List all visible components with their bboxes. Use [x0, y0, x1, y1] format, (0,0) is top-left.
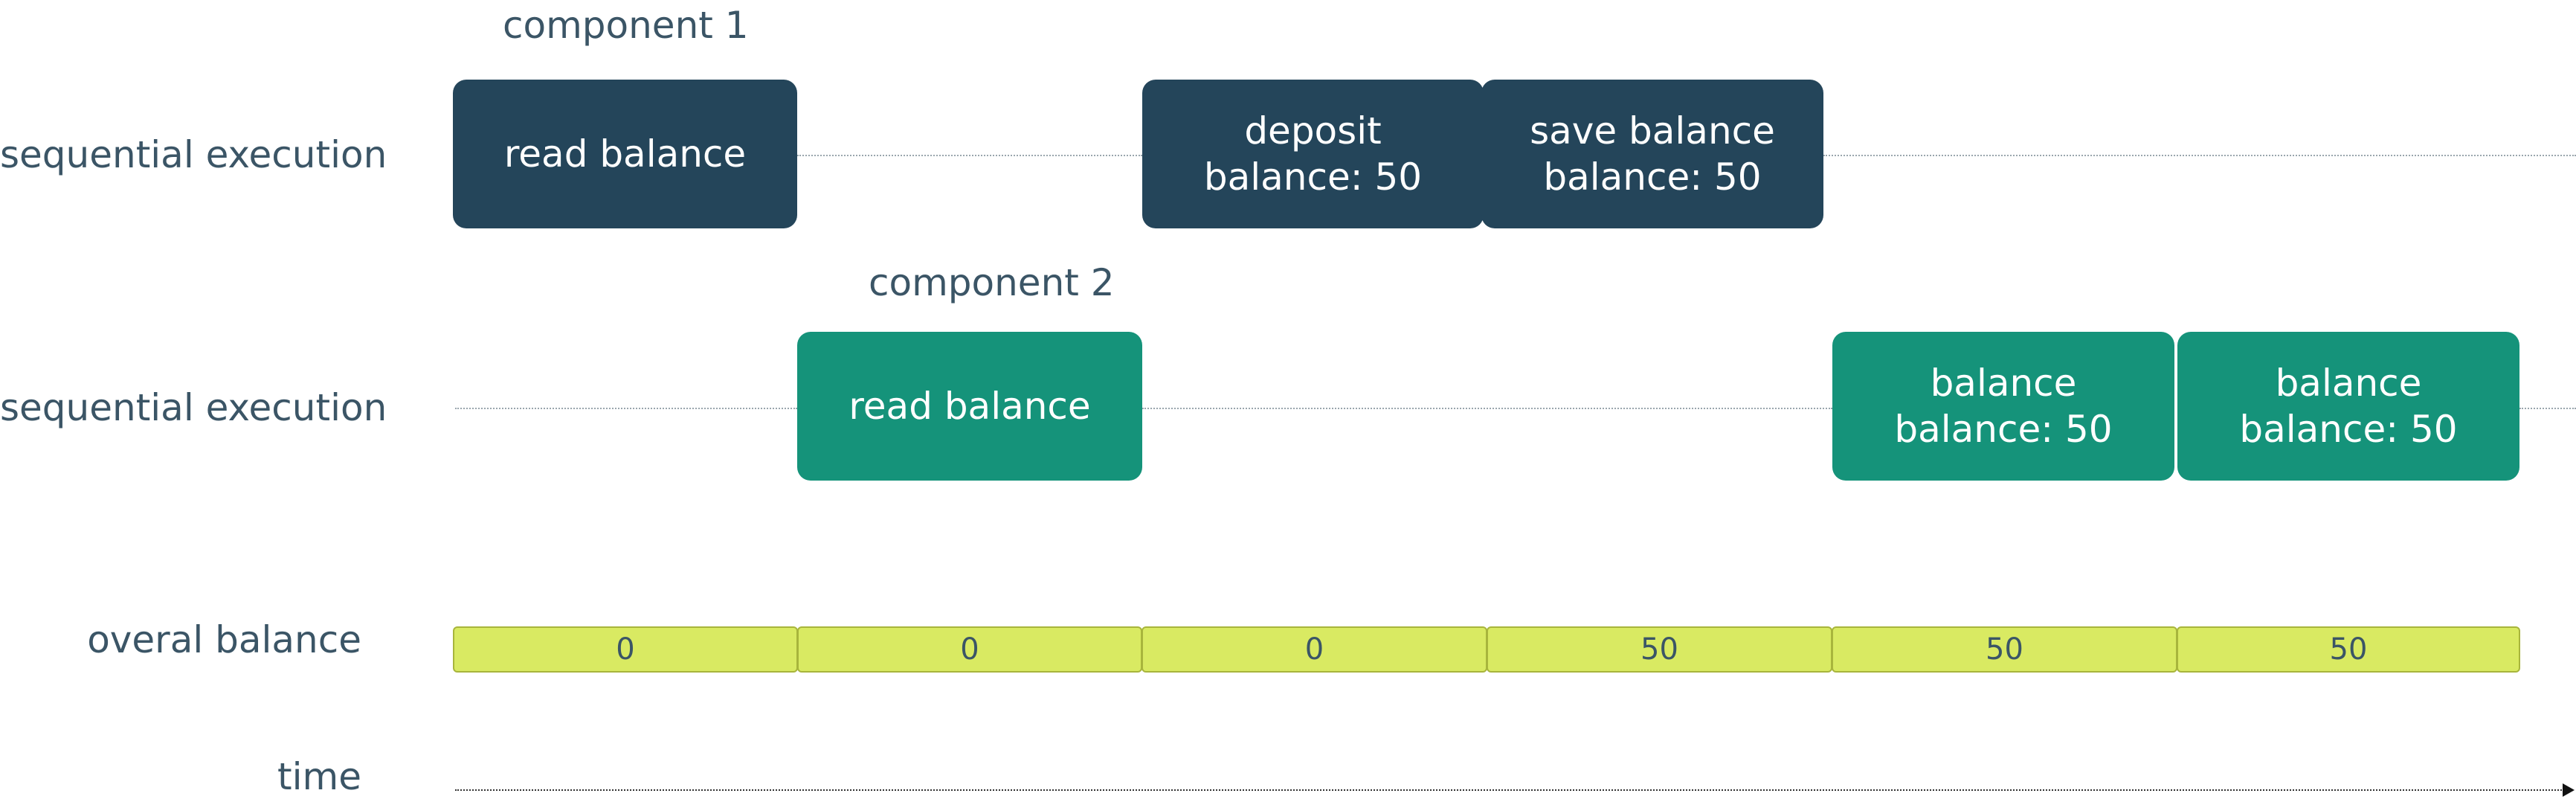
component1-step-save-balance: save balance balance: 50 [1481, 80, 1823, 228]
balance-cell: 0 [453, 626, 798, 673]
component2-idle-line [455, 408, 797, 409]
component2-title: component 2 [869, 261, 1115, 304]
component1-step-read-balance: read balance [453, 80, 797, 228]
arrow-right-icon [2563, 783, 2575, 797]
row-label-component1: sequential execution [0, 133, 387, 176]
component1-idle-line [797, 155, 1142, 156]
row-label-overall-balance: overal balance [87, 618, 361, 661]
step-label: read balance [503, 132, 747, 176]
component2-idle-line [1142, 408, 1832, 409]
step-balance: balance: 50 [1894, 408, 2113, 451]
step-label: save balance [1530, 109, 1775, 153]
balance-cell: 0 [797, 626, 1142, 673]
balance-cell: 50 [1832, 626, 2177, 673]
component2-step-read-balance: read balance [797, 332, 1142, 481]
step-label: balance [1930, 362, 2077, 405]
step-label: read balance [849, 385, 1091, 428]
row-label-component2: sequential execution [0, 386, 387, 429]
step-balance: balance: 50 [2239, 408, 2458, 451]
component2-step-balance: balance balance: 50 [2177, 332, 2519, 481]
component1-idle-line [1823, 155, 2576, 156]
balance-cell: 0 [1142, 626, 1487, 673]
step-label: balance [2275, 362, 2422, 405]
step-label: deposit [1244, 109, 1382, 153]
row-label-time: time [277, 755, 361, 798]
balance-cell: 50 [2177, 626, 2520, 673]
balance-cell: 50 [1487, 626, 1832, 673]
component1-title: component 1 [503, 4, 749, 47]
time-axis-line [455, 789, 2564, 791]
component2-idle-line [2519, 408, 2576, 409]
component1-step-deposit: deposit balance: 50 [1142, 80, 1484, 228]
component2-step-balance: balance balance: 50 [1832, 332, 2174, 481]
step-balance: balance: 50 [1203, 155, 1423, 199]
step-balance: balance: 50 [1543, 155, 1762, 199]
